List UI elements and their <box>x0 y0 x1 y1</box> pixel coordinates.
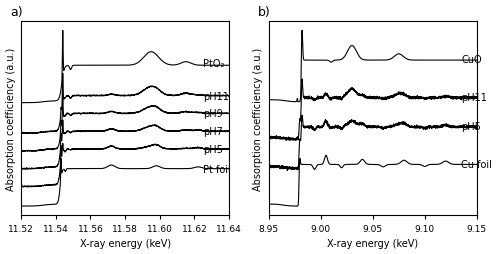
Y-axis label: Absorption coefficiency (a.u.): Absorption coefficiency (a.u.) <box>253 47 263 190</box>
Text: pH5: pH5 <box>461 121 481 132</box>
Text: Pt foil: Pt foil <box>203 165 231 175</box>
Text: a): a) <box>10 6 24 19</box>
X-axis label: X-ray energy (keV): X-ray energy (keV) <box>80 239 170 248</box>
Text: b): b) <box>258 6 271 19</box>
Text: Cu foil: Cu foil <box>461 159 492 169</box>
Text: CuO: CuO <box>461 55 482 65</box>
Text: PtO₂: PtO₂ <box>203 59 224 69</box>
Y-axis label: Absorption coefficiency (a.u.): Absorption coefficiency (a.u.) <box>6 47 16 190</box>
Text: pH5: pH5 <box>203 145 223 154</box>
Text: pH7: pH7 <box>203 127 223 137</box>
Text: pH11: pH11 <box>203 91 229 101</box>
Text: pH9: pH9 <box>203 109 223 119</box>
X-axis label: X-ray energy (keV): X-ray energy (keV) <box>327 239 418 248</box>
Text: pH11: pH11 <box>461 92 487 102</box>
